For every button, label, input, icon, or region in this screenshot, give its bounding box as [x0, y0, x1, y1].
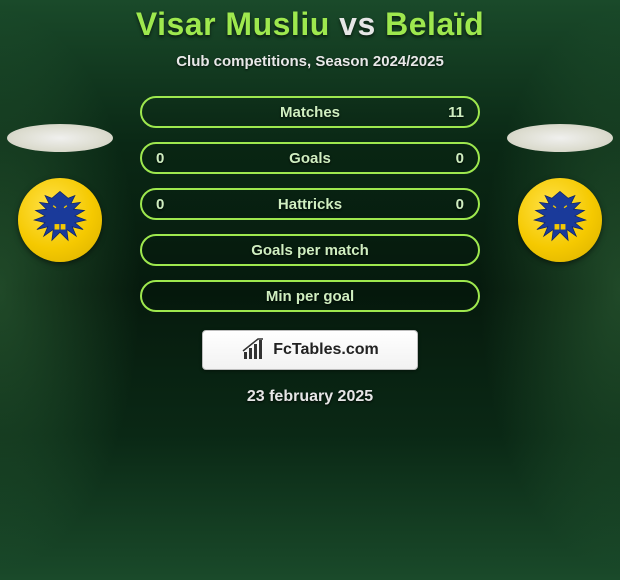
player-a-name: Visar Musliu: [136, 6, 330, 42]
stat-label: Min per goal: [186, 288, 434, 305]
stat-row-matches: Matches 11: [140, 96, 480, 128]
subtitle: Club competitions, Season 2024/2025: [176, 53, 444, 70]
stat-label: Matches: [186, 104, 434, 121]
stat-label: Goals per match: [186, 242, 434, 259]
stat-label: Goals: [186, 150, 434, 167]
source-badge-text: FcTables.com: [273, 341, 379, 359]
main-content: Visar Musliu vs Belaïd Club competitions…: [0, 0, 620, 406]
stat-rows: Matches 11 0 Goals 0 0 Hattricks 0 Goals…: [140, 96, 480, 312]
stat-label: Hattricks: [186, 196, 434, 213]
stat-row-goals-per-match: Goals per match: [140, 234, 480, 266]
source-badge[interactable]: FcTables.com: [202, 330, 418, 370]
stat-value-left: 0: [156, 196, 186, 213]
stat-value-right: 0: [434, 196, 464, 213]
stat-value-right: 11: [434, 104, 464, 121]
stat-row-goals: 0 Goals 0: [140, 142, 480, 174]
comparison-title: Visar Musliu vs Belaïd: [136, 6, 484, 43]
stat-value-left: 0: [156, 150, 186, 167]
player-b-name: Belaïd: [385, 6, 484, 42]
stat-value-right: 0: [434, 150, 464, 167]
generated-date: 23 february 2025: [247, 388, 373, 406]
stat-row-hattricks: 0 Hattricks 0: [140, 188, 480, 220]
chart-icon: [241, 338, 265, 362]
title-vs: vs: [339, 6, 376, 42]
stat-row-min-per-goal: Min per goal: [140, 280, 480, 312]
